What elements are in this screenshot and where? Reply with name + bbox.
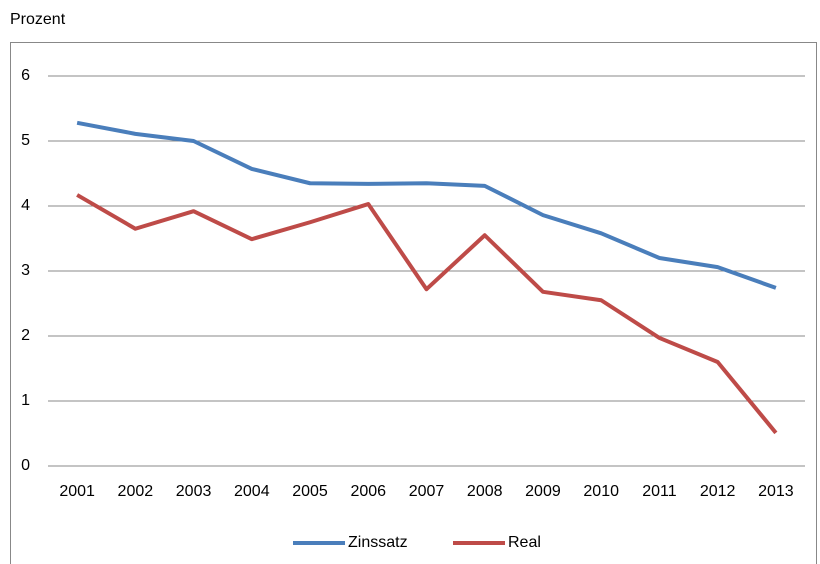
x-tick-label: 2005 [292, 483, 328, 500]
y-tick-label: 0 [21, 457, 30, 474]
chart-frame [10, 42, 817, 564]
y-tick-label: 1 [21, 392, 30, 409]
y-tick-label: 6 [21, 67, 30, 84]
x-tick-label: 2009 [525, 483, 561, 500]
x-tick-label: 2006 [350, 483, 386, 500]
x-tick-label: 2001 [59, 483, 95, 500]
x-tick-label: 2008 [467, 483, 503, 500]
legend-label: Real [508, 534, 541, 551]
x-tick-label: 2013 [758, 483, 794, 500]
series-line [76, 193, 778, 435]
x-tick-label: 2012 [700, 483, 736, 500]
x-tick-label: 2004 [234, 483, 270, 500]
x-tick-label: 2003 [176, 483, 212, 500]
y-tick-label: 5 [21, 132, 30, 149]
x-tick-label: 2007 [409, 483, 445, 500]
y-tick-label: 2 [21, 327, 30, 344]
y-tick-label: 3 [21, 262, 30, 279]
x-tick-label: 2010 [583, 483, 619, 500]
series-line [76, 120, 777, 290]
legend-label: Zinssatz [348, 534, 408, 551]
y-tick-label: 4 [21, 197, 30, 214]
y-axis-label: Prozent [10, 11, 66, 28]
x-tick-label: 2002 [118, 483, 154, 500]
x-tick-label: 2011 [642, 483, 677, 500]
